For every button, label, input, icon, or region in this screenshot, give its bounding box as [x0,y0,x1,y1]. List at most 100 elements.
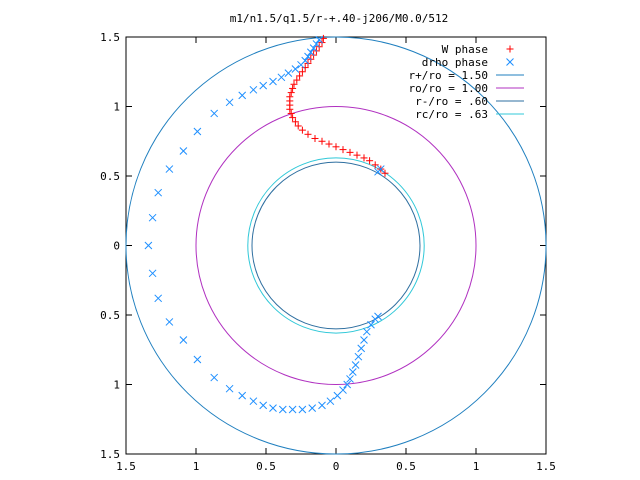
w-phase-point [291,118,299,126]
marker-stroke [179,336,188,344]
w-phase-point [332,143,340,151]
marker-stroke [297,60,305,69]
y-tick-label: 0.5 [100,309,120,322]
drho-phase-point [312,40,321,48]
y-tick-label: 1 [113,101,120,114]
marker-stroke [343,380,352,389]
w-phase-point [287,89,295,97]
reference-circle [251,161,421,330]
drho-phase-point [238,391,247,400]
w-phase-point [304,130,312,138]
marker-stroke [506,58,514,66]
drho-phase-point [269,77,277,86]
series-w-phase [286,34,389,177]
w-phase-point [286,93,294,101]
marker-stroke [346,375,354,383]
drho-phase-point [343,380,352,389]
drho-phase-point [210,109,219,118]
drho-phase-point [346,375,354,383]
drho-phase-point [165,165,174,173]
drho-phase-point [326,397,335,406]
drho-phase-point [238,91,247,100]
drho-phase-point [225,384,234,393]
drho-phase-point [374,312,382,321]
w-phase-point [289,84,297,92]
drho-phase-point [179,147,188,155]
marker-stroke [154,294,163,303]
marker-stroke [148,269,157,278]
marker-stroke [354,352,363,361]
legend-label: r-/ro = .60 [415,95,488,108]
x-tick-label: 1.5 [536,460,556,473]
marker-stroke [312,40,321,48]
chart-title: m1/n1.5/q1.5/r-+.40-j206/M0.0/512 [230,12,449,25]
marker-stroke [238,391,247,400]
marker-stroke [339,386,347,394]
marker-stroke [306,48,315,57]
marker-stroke [154,188,163,197]
marker-stroke [238,91,247,100]
x-tick-label: 0 [333,460,340,473]
drho-phase-point [351,361,360,369]
reference-circle [125,36,547,455]
drho-phase-point [308,404,317,412]
drho-phase-point [277,73,286,82]
marker-stroke [249,397,258,406]
w-phase-point [298,68,306,76]
drho-phase-point [360,336,368,344]
w-phase-point [371,161,379,169]
reference-circle [195,106,477,385]
marker-stroke [288,405,297,414]
drho-phase-point [306,48,315,57]
w-phase-point [298,126,306,134]
marker-stroke [144,241,153,250]
x-tick-label: 1 [193,460,200,473]
y-tick-label: 1.5 [100,448,120,461]
drho-phase-point [193,355,202,364]
drho-phase-point [249,397,258,406]
y-tick-label: 0 [113,240,120,253]
drho-phase-point [357,344,366,353]
drho-phase-point [348,368,357,376]
marker-stroke [374,312,382,321]
w-phase-point [353,151,361,159]
marker-stroke [210,373,219,382]
marker-stroke [357,344,366,353]
drho-phase-point [291,65,300,73]
marker-stroke [269,404,277,412]
w-phase-point [311,134,319,142]
drho-phase-point [297,60,305,69]
drho-phase-point [148,269,157,278]
marker-stroke [225,384,234,393]
w-phase-point [339,146,347,154]
w-phase-point [287,109,295,117]
w-phase-point [366,157,374,165]
marker-stroke [291,65,300,73]
w-phase-point [293,76,301,84]
marker-stroke [362,327,371,336]
w-phase-point [318,137,326,145]
legend-marker [506,45,514,53]
marker-stroke [360,336,368,344]
legend-label: drho phase [422,56,488,69]
reference-circles [125,36,547,455]
drho-phase-point [269,404,277,412]
drho-phase-point [304,52,312,61]
reference-circle [247,157,425,334]
drho-phase-point [354,352,363,361]
drho-phase-point [284,69,293,77]
marker-stroke [210,109,219,118]
w-phase-point [290,80,298,88]
w-phase-point [294,122,302,130]
w-phase-point [381,169,389,177]
drho-phase-point [278,405,287,414]
marker-stroke [318,401,326,410]
drho-phase-point [249,85,258,94]
w-phase-point [360,154,368,162]
drho-phase-point [339,386,347,394]
marker-stroke [348,368,357,376]
drho-phase-point [225,98,234,107]
y-tick-label: 1 [113,379,120,392]
marker-stroke [367,320,375,329]
